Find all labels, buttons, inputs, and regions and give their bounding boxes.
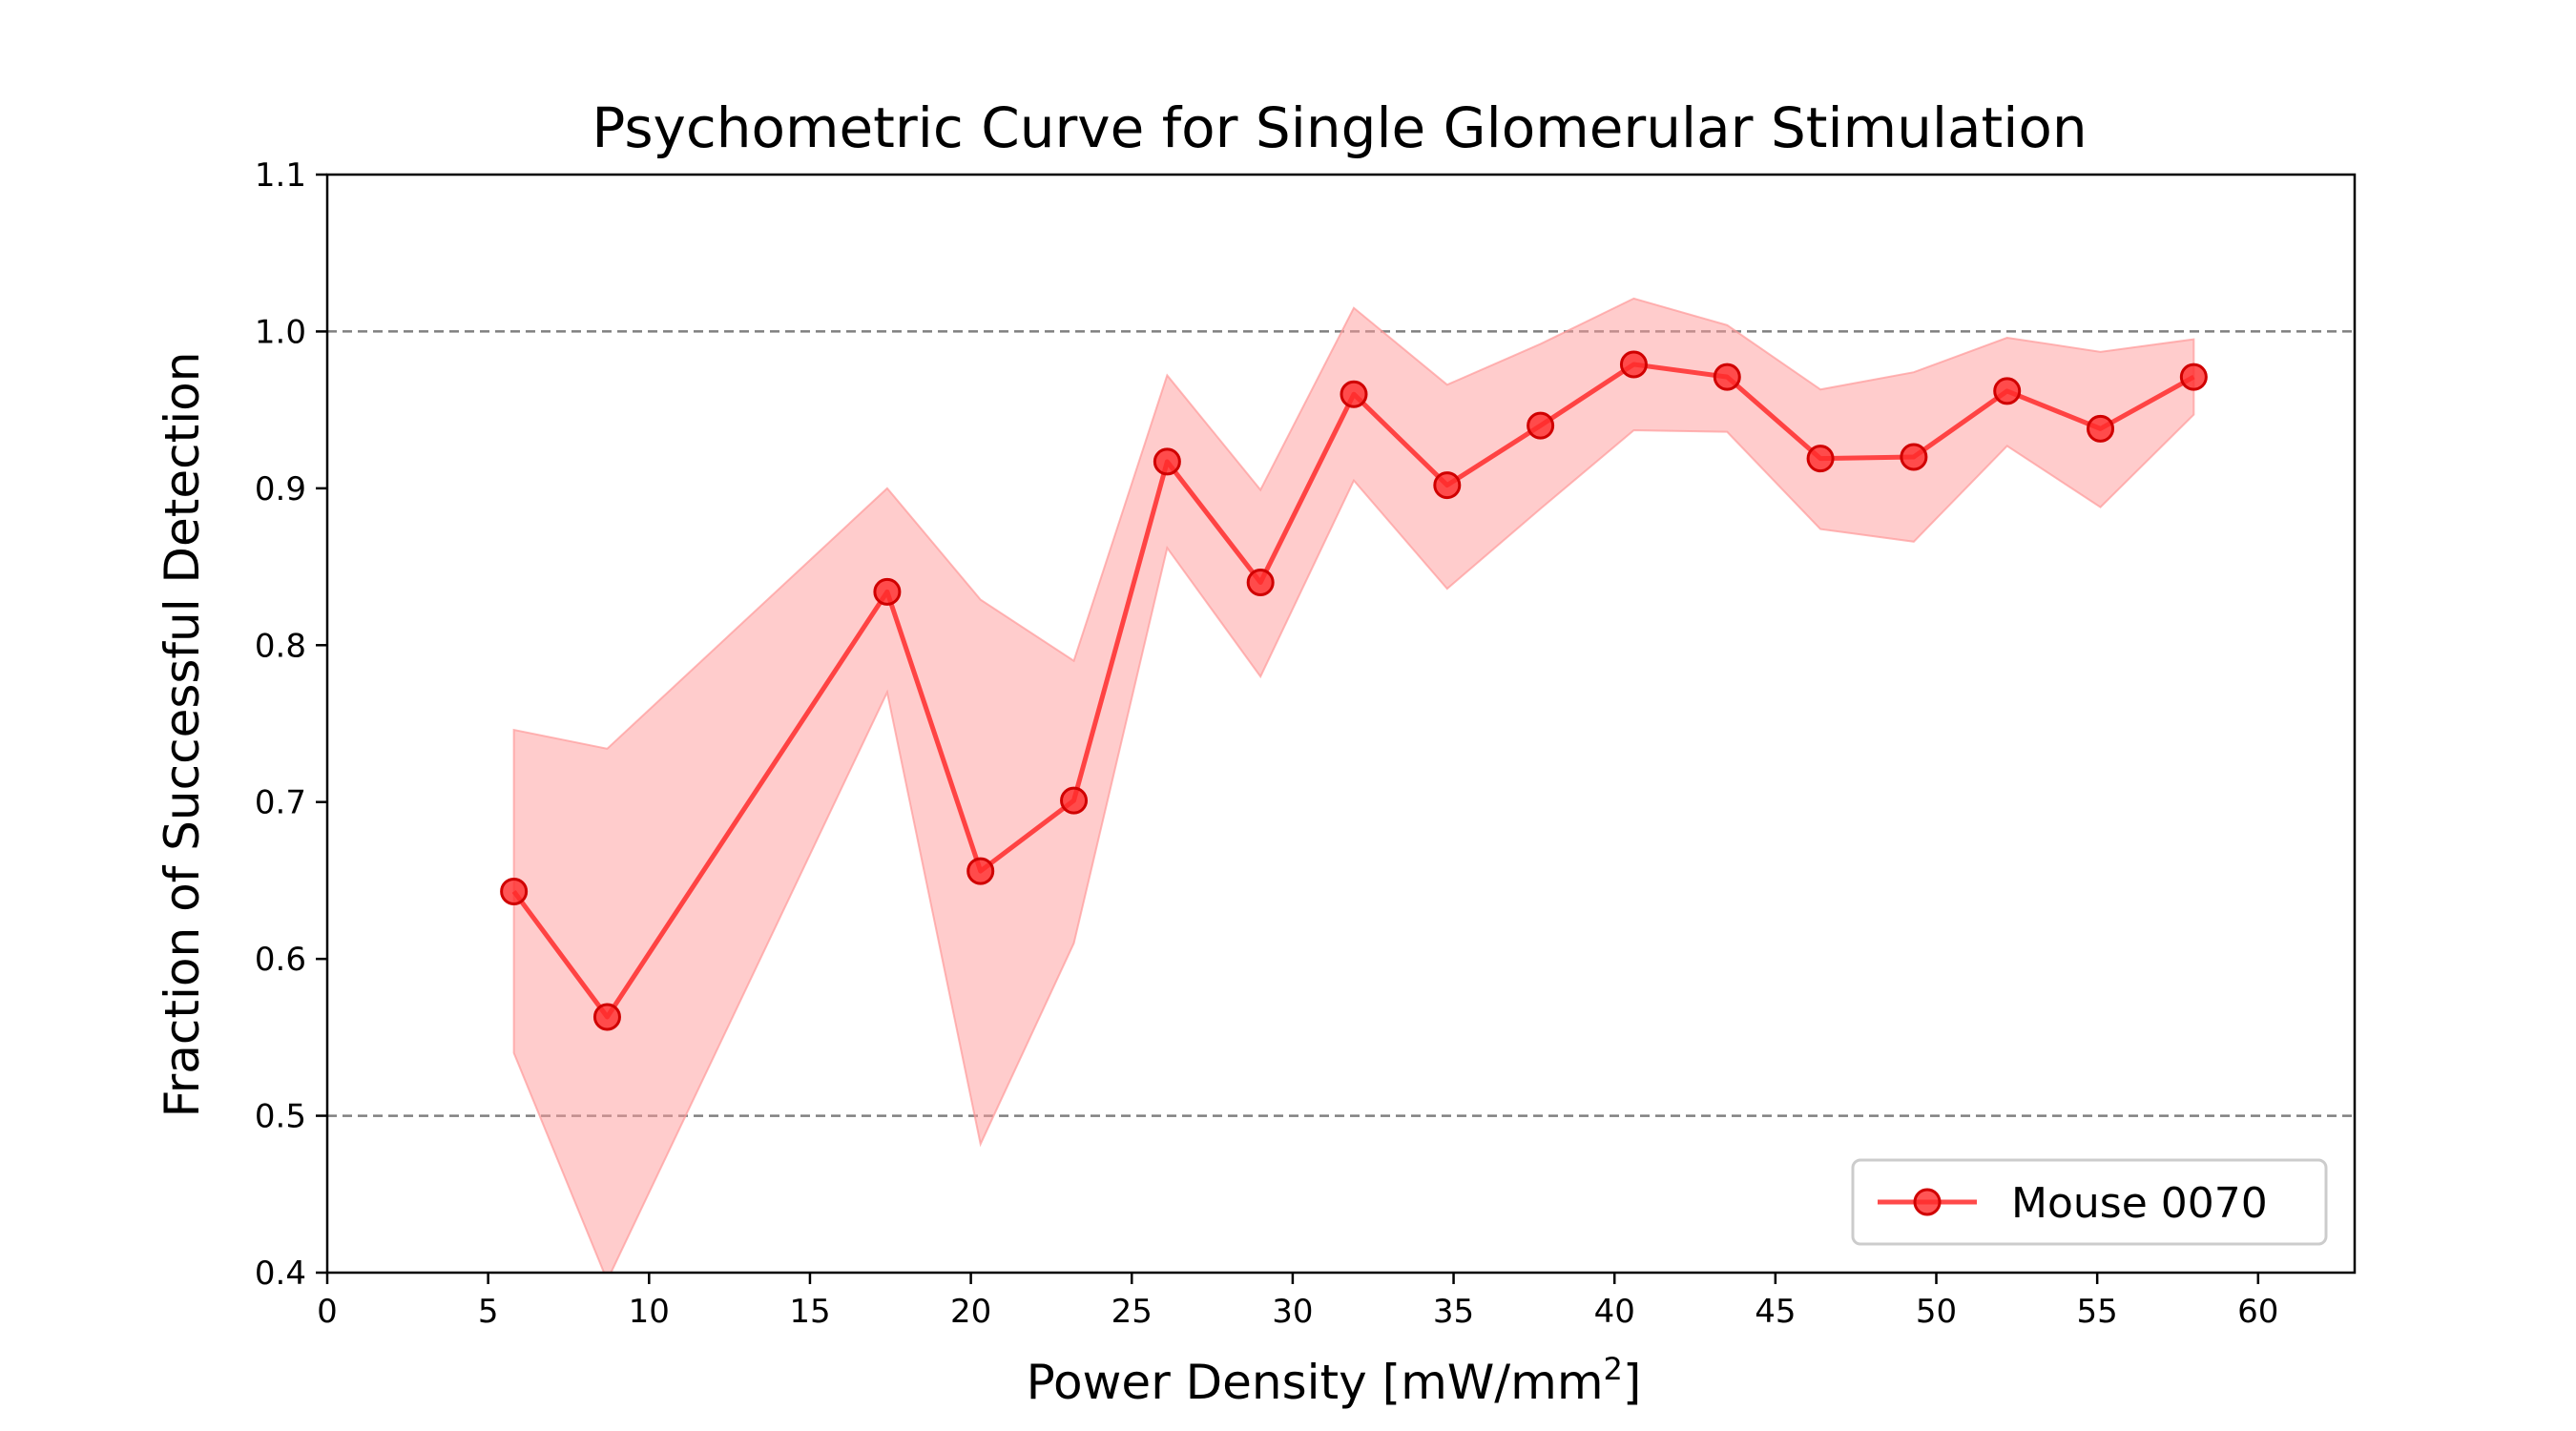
x-tick-label: 30 [1272, 1293, 1313, 1331]
x-tick-label: 45 [1755, 1293, 1796, 1331]
y-tick-label: 0.7 [255, 784, 306, 822]
data-point [1246, 569, 1275, 597]
data-point [1900, 443, 1928, 471]
legend-label: Mouse 0070 [2011, 1179, 2268, 1228]
data-point [873, 577, 902, 606]
x-tick-label: 20 [950, 1293, 991, 1331]
data-point [500, 877, 529, 905]
data-point [1527, 411, 1555, 440]
x-tick-label: 35 [1433, 1293, 1474, 1331]
legend: Mouse 0070 [1851, 1158, 2328, 1246]
y-tick-label: 1.1 [255, 156, 306, 195]
x-axis-label-superscript: 2 [1604, 1351, 1623, 1387]
y-tick-label: 0.4 [255, 1255, 306, 1293]
plot-area: 0 5 10 15 20 25 30 35 40 45 50 55 60 0.4 0.5 0.6 0.7 0.8 0… [255, 156, 2357, 1331]
x-tick-label: 25 [1111, 1293, 1153, 1331]
data-point [2179, 363, 2208, 391]
data-point [592, 1003, 621, 1031]
x-axis-label-main: Power Density [mW/mm [1027, 1355, 1604, 1410]
x-tick-label: 60 [2237, 1293, 2278, 1331]
data-point [1340, 380, 1368, 408]
data-point [1619, 350, 1648, 379]
data-point [1060, 786, 1089, 815]
data-point [1433, 471, 1462, 500]
data-point [966, 857, 995, 885]
y-tick-label: 0.5 [255, 1098, 306, 1136]
legend-frame [1851, 1158, 2328, 1246]
y-axis-label: Fraction of Successful Detection [155, 352, 210, 1118]
x-tick-label: 55 [2077, 1293, 2118, 1331]
legend-marker-swatch [1913, 1188, 1942, 1216]
y-tick-label: 0.8 [255, 627, 306, 665]
plot-clipped-group [327, 297, 2355, 1273]
x-tick-label: 40 [1594, 1293, 1635, 1331]
data-point [1993, 377, 2022, 405]
x-axis-label: Power Density [mW/mm2] [1027, 1351, 1642, 1410]
x-tick-label: 50 [1916, 1293, 1957, 1331]
x-tick-label: 5 [478, 1293, 499, 1331]
data-point [1806, 445, 1835, 473]
x-tick-label: 15 [789, 1293, 830, 1331]
x-axis-label-suffix: ] [1623, 1355, 1642, 1410]
chart-title: Psychometric Curve for Single Glomerular… [592, 95, 2087, 160]
y-tick-label: 0.9 [255, 470, 306, 508]
x-tick-label: 0 [317, 1293, 338, 1331]
data-point [2087, 414, 2115, 443]
y-tick-label: 0.6 [255, 941, 306, 979]
y-tick-label: 1.0 [255, 313, 306, 351]
axes-frame [325, 173, 2357, 1275]
x-tick-label: 10 [629, 1293, 670, 1331]
data-point [1153, 447, 1181, 476]
confidence-band [512, 297, 2195, 1273]
data-point [1713, 363, 1741, 391]
